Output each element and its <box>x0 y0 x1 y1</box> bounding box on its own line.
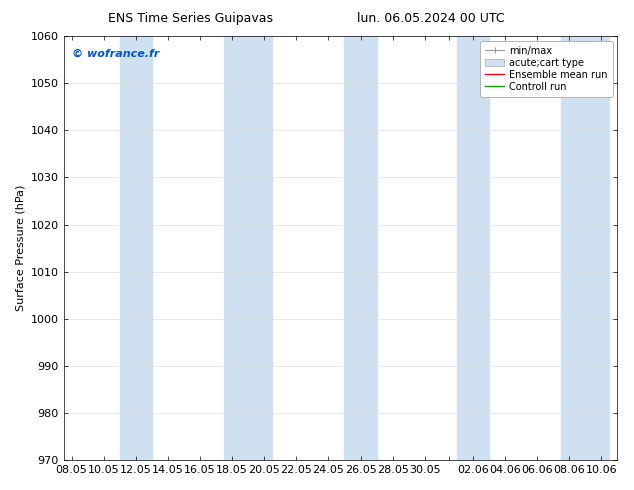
Bar <box>457 36 489 460</box>
Bar <box>561 36 609 460</box>
Text: lun. 06.05.2024 00 UTC: lun. 06.05.2024 00 UTC <box>358 12 505 25</box>
Text: © wofrance.fr: © wofrance.fr <box>72 49 159 59</box>
Bar <box>224 36 272 460</box>
Text: ENS Time Series Guipavas: ENS Time Series Guipavas <box>108 12 273 25</box>
Legend: min/max, acute;cart type, Ensemble mean run, Controll run: min/max, acute;cart type, Ensemble mean … <box>480 41 612 97</box>
Bar <box>344 36 377 460</box>
Y-axis label: Surface Pressure (hPa): Surface Pressure (hPa) <box>15 185 25 311</box>
Bar <box>120 36 152 460</box>
